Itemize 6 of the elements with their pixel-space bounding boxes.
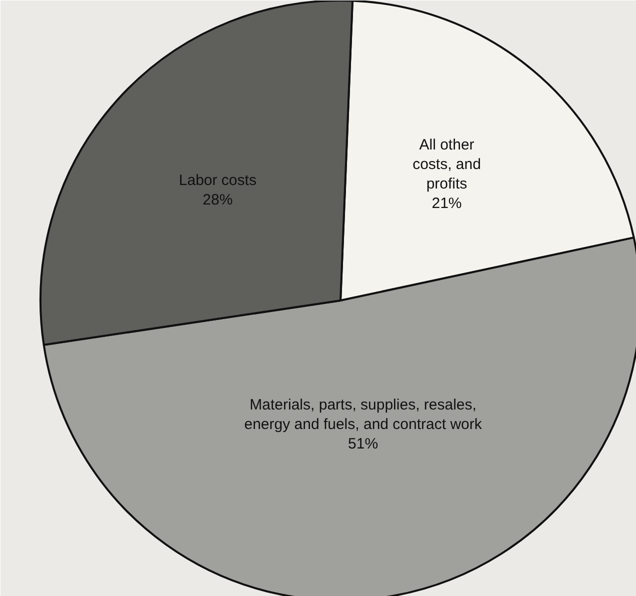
data-label: 51%	[348, 436, 378, 453]
data-label: 28%	[202, 192, 233, 209]
slice-label: Materials, parts, supplies, resales, energy and fuels, and contract work	[244, 396, 482, 433]
data-label: 21%	[432, 195, 462, 212]
slice-label: Labor costs	[178, 172, 256, 190]
slice-label: All other costs, and profits	[412, 136, 481, 193]
